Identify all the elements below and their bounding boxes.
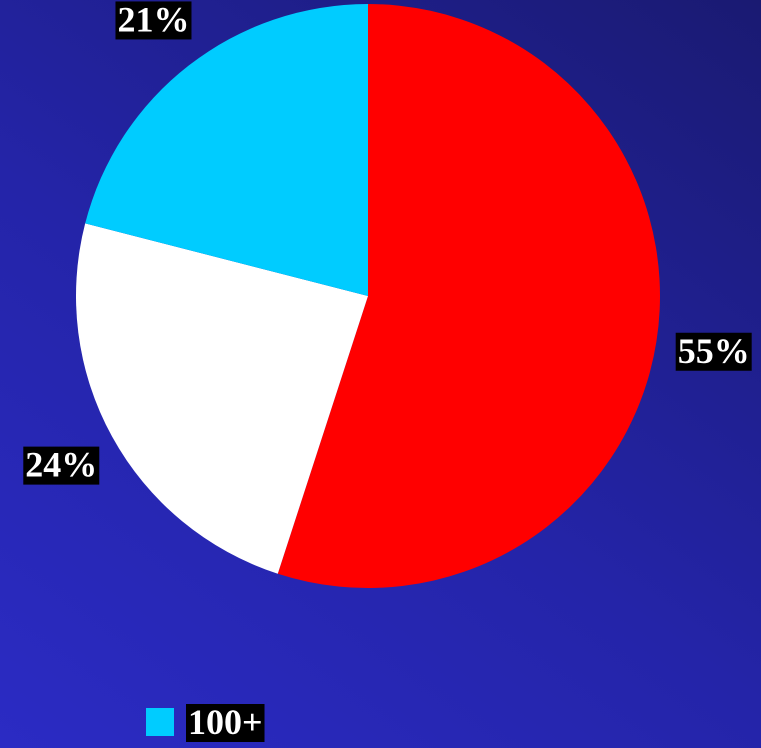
pie-slice [76,223,369,574]
data-label-bg [23,446,100,485]
data-label-bg [186,704,265,742]
pie-slice [277,4,660,589]
legend-swatch [146,708,174,736]
pie-slice [85,4,369,296]
data-label: 100+ [188,702,263,742]
data-label: 24% [25,445,97,485]
data-label: 55% [678,331,750,371]
data-label-bg [115,1,192,40]
data-label: 21% [117,0,189,39]
data-label-bg [675,332,752,371]
